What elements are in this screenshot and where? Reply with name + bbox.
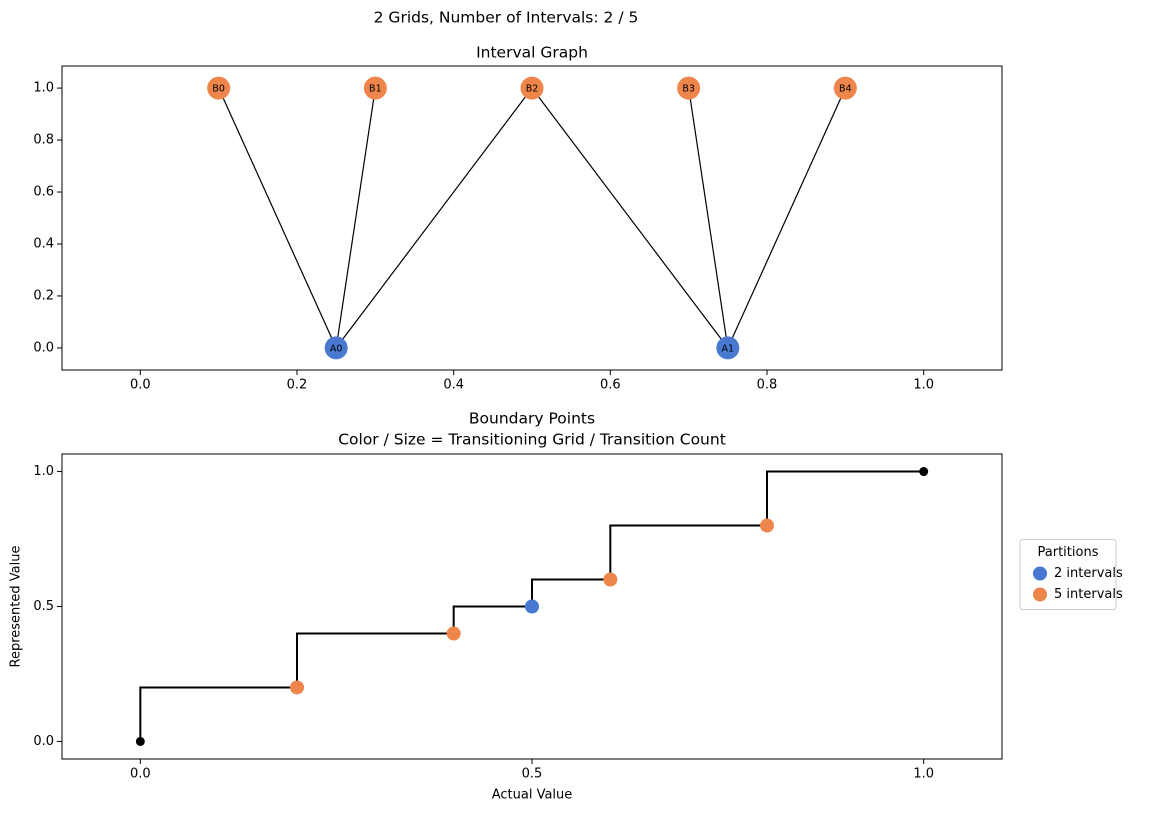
node-label: B2 [526,84,539,95]
legend-label: 2 intervals [1054,566,1123,581]
edge [335,87,376,349]
node-label: B3 [682,84,695,95]
node-label: B1 [369,84,382,95]
edge [218,87,337,349]
node [833,76,857,100]
edge [335,87,533,349]
y-tick-label: 1.0 [33,81,54,96]
node-label: B0 [212,84,225,95]
node [716,336,740,360]
node-label: A1 [722,343,735,354]
x-tick-label: 1.0 [913,378,934,393]
x-tick-label: 1.0 [913,767,934,782]
node-label: B4 [839,84,852,95]
y-tick-label: 0.2 [33,288,54,303]
point [760,518,774,533]
x-tick-label: 0.6 [600,378,621,393]
node [520,76,544,100]
node [677,76,701,100]
legend-marker [1033,566,1047,581]
y-axis-label: Represented Value [9,546,24,668]
legend-label: 5 intervals [1054,587,1123,602]
point [290,680,304,695]
x-axis-label: Actual Value [492,788,573,803]
suptitle: 2 Grids, Number of Intervals: 2 / 5 [374,9,639,27]
node-label: A0 [330,343,343,354]
x-tick-label: 0.5 [522,767,543,782]
x-tick-label: 0.8 [757,378,778,393]
y-tick-label: 0.6 [33,185,54,200]
y-tick-label: 0.8 [33,133,54,148]
axes-frame [61,65,1003,371]
x-tick-label: 0.0 [130,378,151,393]
node [207,76,231,100]
y-tick-label: 0.0 [33,340,54,355]
x-tick-label: 0.4 [443,378,464,393]
edge [727,87,846,349]
x-tick-label: 0.0 [130,767,151,782]
y-tick-label: 1.0 [33,464,54,479]
legend-marker [1033,587,1047,602]
endpoint [135,736,145,746]
y-tick-label: 0.4 [33,236,54,251]
endpoint [919,467,929,477]
node [324,336,348,360]
edge [531,87,729,349]
chart-subtitle: Color / Size = Transitioning Grid / Tran… [338,431,726,449]
axes-frame [61,453,1003,760]
point [446,626,461,641]
edge [688,87,729,349]
point [525,599,539,614]
chart-title: Boundary Points [469,410,595,428]
point [603,572,618,587]
y-tick-label: 0.5 [33,599,54,614]
legend-title: Partitions [1038,545,1099,560]
node [363,76,387,100]
y-tick-label: 0.0 [33,734,54,749]
x-tick-label: 0.2 [287,378,308,393]
chart-title: Interval Graph [476,44,588,62]
